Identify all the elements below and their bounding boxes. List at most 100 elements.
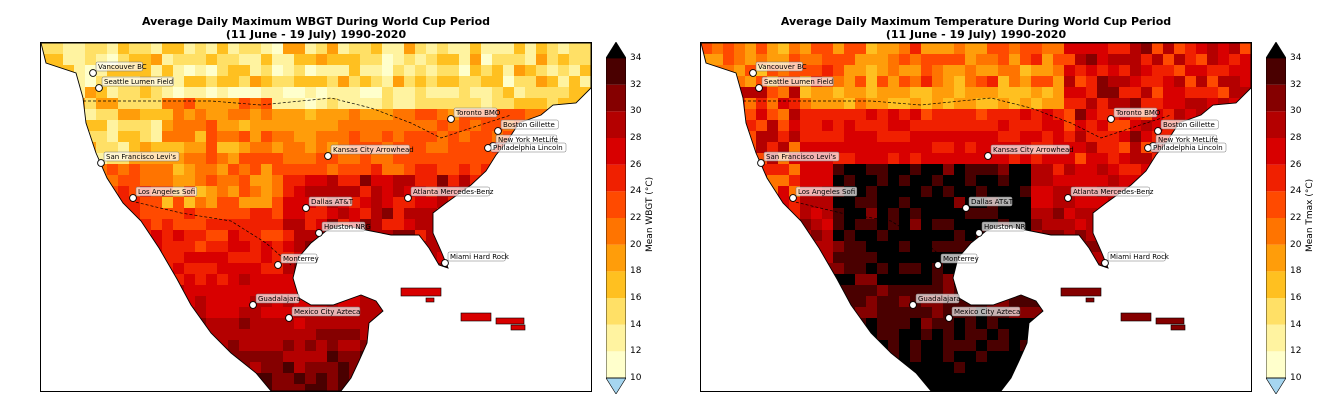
colorbar-under-extend — [605, 377, 627, 395]
colorbar-segment — [606, 271, 626, 298]
colorbar-segment — [1266, 138, 1286, 165]
city-marker: Philadelphia Lincoln — [484, 142, 567, 153]
colorbar-tick-label: 10 — [1290, 373, 1302, 383]
colorbar-segment — [1266, 298, 1286, 325]
city-marker: Atlanta Mercedes-Benz — [404, 186, 494, 202]
colorbar-tick-label: 28 — [630, 133, 642, 143]
city-dot — [404, 194, 412, 202]
city-label: Miami Hard Rock — [450, 253, 510, 261]
colorbar-tick-label: 34 — [630, 53, 642, 63]
city-dot — [755, 84, 763, 92]
island — [1120, 312, 1152, 322]
city-dot — [757, 159, 765, 167]
colorbar-segment — [1266, 58, 1286, 85]
city-marker: Miami Hard Rock — [441, 251, 510, 267]
colorbar-tick-label: 24 — [630, 186, 642, 197]
city-label: New York MetLife — [498, 136, 558, 144]
island — [1060, 287, 1102, 297]
city-dot — [749, 69, 757, 77]
city-dot — [909, 301, 917, 309]
city-marker: Houston NRG — [315, 221, 371, 237]
colorbar-tick-label: 16 — [1290, 293, 1302, 303]
city-dot — [494, 127, 502, 135]
colorbar-tick-label: 28 — [1290, 133, 1302, 143]
city-label: San Francisco Levi's — [766, 153, 836, 161]
city-dot — [1144, 144, 1152, 152]
colorbar-segment — [606, 218, 626, 245]
city-label: Dallas AT&T — [311, 198, 354, 206]
city-label: Atlanta Mercedes-Benz — [1073, 188, 1154, 196]
city-marker: Toronto BMO — [447, 107, 501, 123]
city-label: Miami Hard Rock — [1110, 253, 1170, 261]
colorbar-segment — [606, 111, 626, 138]
city-label: Toronto BMO — [1115, 109, 1161, 117]
city-label: Los Angeles Sofi — [798, 188, 855, 196]
colorbar-tick-label: 16 — [630, 293, 642, 303]
city-label: Boston Gillette — [1163, 121, 1215, 129]
city-marker: Guadalajara — [909, 293, 961, 309]
colorbar-segment — [606, 351, 626, 378]
wbgt-title: Average Daily Maximum WBGT During World … — [141, 15, 490, 41]
colorbar-segment — [606, 138, 626, 165]
city-marker: Monterrey — [934, 253, 979, 269]
colorbar-tick-label: 32 — [1290, 79, 1302, 90]
colorbar-segment — [606, 324, 626, 352]
city-dot — [789, 194, 797, 202]
city-label: Vancouver BC — [98, 63, 147, 71]
city-label: Houston NRG — [324, 223, 371, 231]
colorbar-segment — [1266, 84, 1286, 112]
city-label: Monterrey — [943, 255, 979, 263]
city-marker: Boston Gillette — [494, 119, 559, 135]
city-label: Los Angeles Sofi — [138, 188, 195, 196]
city-marker: Dallas AT&T — [302, 196, 354, 212]
city-marker: Vancouver BC — [749, 61, 807, 77]
colorbar-tick-label: 22 — [630, 213, 642, 223]
island — [1085, 297, 1095, 303]
city-dot — [934, 261, 942, 269]
colorbar-tick-label: 20 — [630, 239, 642, 250]
island — [425, 297, 435, 303]
colorbar-segment — [606, 164, 626, 192]
city-marker: Dallas AT&T — [962, 196, 1014, 212]
city-marker: Los Angeles Sofi — [789, 186, 858, 202]
colorbar-tick-label: 10 — [630, 373, 642, 383]
colorbar-segment — [606, 244, 626, 272]
tmax-colorbar-label: Mean Tmax (°C) — [1305, 178, 1315, 252]
city-label: Vancouver BC — [758, 63, 807, 71]
city-dot — [1101, 259, 1109, 267]
city-marker: Philadelphia Lincoln — [1144, 142, 1227, 153]
city-dot — [285, 314, 293, 322]
colorbar-tick-label: 14 — [1290, 319, 1302, 330]
city-marker: Miami Hard Rock — [1101, 251, 1170, 267]
city-marker: Houston NRG — [975, 221, 1031, 237]
colorbar-segment — [1266, 351, 1286, 378]
city-label: Philadelphia Lincoln — [493, 144, 563, 152]
island — [495, 317, 525, 325]
city-dot — [302, 204, 310, 212]
city-marker: Atlanta Mercedes-Benz — [1064, 186, 1154, 202]
us-mexico-border — [790, 200, 952, 266]
city-dot — [97, 159, 105, 167]
city-label: Philadelphia Lincoln — [1153, 144, 1223, 152]
colorbar-under-extend — [1265, 377, 1287, 395]
city-dot — [441, 259, 449, 267]
tmax-map: Vancouver BC Seattle Lumen Field San Franc… — [700, 42, 1252, 392]
city-label: Kansas City Arrowhead — [993, 146, 1074, 154]
colorbar-segment — [606, 84, 626, 112]
city-label: Guadalajara — [918, 295, 961, 303]
wbgt-colorbar: 10 12 14 16 18 20 22 24 26 28 30 32 34 Mean WBGT (°C… — [605, 41, 666, 395]
city-label: Boston Gillette — [503, 121, 555, 129]
colorbar-tick-label: 30 — [630, 106, 642, 117]
city-marker: Vancouver BC — [89, 61, 147, 77]
city-label: Kansas City Arrowhead — [333, 146, 414, 154]
city-marker: San Francisco Levi's — [757, 151, 840, 167]
city-dot — [945, 314, 953, 322]
colorbar-tick-label: 18 — [1290, 266, 1302, 277]
island — [1170, 324, 1186, 331]
colorbar-tick-label: 22 — [1290, 213, 1302, 223]
us-mexico-border — [130, 200, 292, 266]
city-marker: Mexico City Azteca — [285, 306, 360, 322]
city-dot — [1107, 115, 1115, 123]
city-dot — [447, 115, 455, 123]
colorbar-tick-label: 24 — [1290, 186, 1302, 197]
